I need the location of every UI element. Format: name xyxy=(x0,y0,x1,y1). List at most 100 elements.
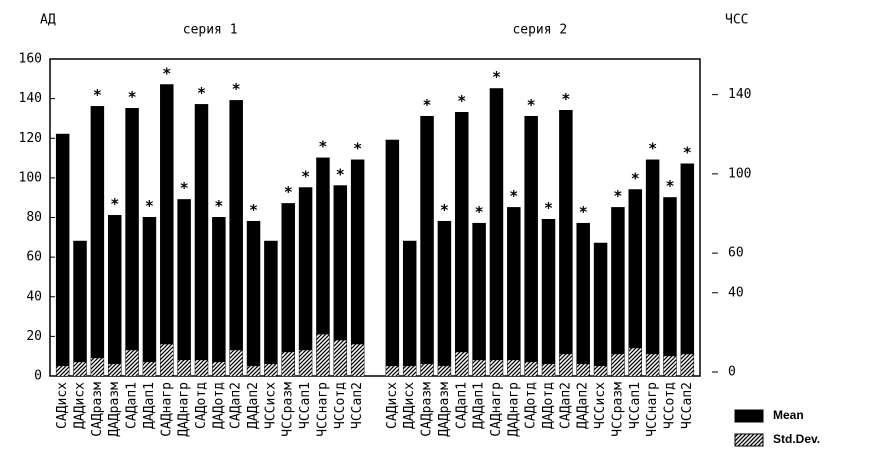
bar xyxy=(194,104,209,377)
x-tick-label: ЧССразм xyxy=(281,382,296,437)
bar xyxy=(420,115,434,377)
y-tick-label: 120 xyxy=(19,131,42,146)
bar xyxy=(593,242,608,377)
bar xyxy=(628,189,643,377)
significance-marker: * xyxy=(197,84,206,102)
bar xyxy=(611,354,625,376)
y-tick-label: 140 xyxy=(19,91,42,106)
bar xyxy=(298,187,313,377)
significance-marker: * xyxy=(318,138,327,156)
y-tick-label: 80 xyxy=(26,210,42,225)
bar xyxy=(403,366,416,376)
x-tick-label: САДнагр xyxy=(489,382,504,437)
x-tick-label: САДотд xyxy=(194,382,209,429)
x-tick-label: ДАДисх xyxy=(73,382,88,429)
y2-tick-label: 60 xyxy=(728,246,744,261)
bar xyxy=(455,352,469,376)
legend-swatch xyxy=(734,433,764,447)
bar xyxy=(611,207,625,377)
bar xyxy=(680,163,695,377)
bar xyxy=(107,215,122,377)
bar xyxy=(281,203,295,377)
y-tick-label: 100 xyxy=(19,170,42,185)
x-tick-label: САДисх xyxy=(55,382,70,429)
bar xyxy=(472,222,486,377)
x-tick-label: САДнагр xyxy=(159,382,174,437)
bar xyxy=(177,360,191,376)
bar xyxy=(576,364,590,376)
significance-marker: * xyxy=(214,197,223,215)
x-tick-label: ДАДап2 xyxy=(246,382,261,429)
bar xyxy=(420,364,434,376)
x-tick-label: ДАДразм xyxy=(437,382,452,437)
bar xyxy=(334,340,347,376)
bar xyxy=(73,240,87,377)
significance-marker: * xyxy=(145,197,154,215)
bar xyxy=(90,106,105,377)
significance-marker: * xyxy=(544,199,553,217)
significance-marker: * xyxy=(232,80,241,98)
bar xyxy=(645,159,660,377)
bar xyxy=(264,240,278,377)
x-tick-label: ЧССисх xyxy=(593,382,608,429)
bar xyxy=(246,220,261,377)
significance-marker: * xyxy=(423,96,432,114)
y2-tick-label: 0 xyxy=(728,365,736,380)
bar xyxy=(55,133,70,377)
x-tick-label: САДразм xyxy=(420,382,435,437)
bar xyxy=(91,358,104,376)
x-tick-label: ДАДисх xyxy=(402,382,417,429)
x-tick-label: ЧССап1 xyxy=(628,382,643,429)
y-tick-label: 60 xyxy=(26,250,42,265)
bar xyxy=(490,360,503,376)
significance-marker: * xyxy=(631,169,640,187)
bar xyxy=(559,110,573,377)
bar xyxy=(73,362,87,376)
x-tick-label: ЧССотд xyxy=(333,382,348,429)
bar xyxy=(646,354,659,376)
significance-marker: * xyxy=(648,140,657,158)
significance-marker: * xyxy=(665,177,674,195)
legend-label: Mean xyxy=(773,408,804,422)
bar xyxy=(663,197,677,377)
significance-marker: * xyxy=(561,90,570,108)
bar xyxy=(663,356,677,376)
legend-label: Std.Dev. xyxy=(773,432,820,446)
x-tick-label: ЧССотд xyxy=(662,382,677,429)
bar xyxy=(177,199,191,377)
bar xyxy=(212,362,226,376)
significance-marker: * xyxy=(492,68,501,86)
significance-marker: * xyxy=(475,203,484,221)
significance-marker: * xyxy=(284,183,293,201)
bar xyxy=(212,217,226,377)
x-tick-label: ЧССап1 xyxy=(298,382,313,429)
bar xyxy=(56,366,69,376)
bar xyxy=(160,84,174,377)
bar xyxy=(437,220,452,377)
significance-marker: * xyxy=(579,203,588,221)
significance-marker: * xyxy=(128,88,137,106)
bar xyxy=(350,159,365,377)
x-tick-label: ДАДнагр xyxy=(177,382,192,437)
x-tick-label: ДАДап2 xyxy=(576,382,591,429)
bar xyxy=(559,354,573,376)
significance-marker: * xyxy=(613,187,622,205)
bar xyxy=(524,362,538,376)
bar xyxy=(507,207,521,377)
y-tick-label: 0 xyxy=(34,369,42,384)
significance-marker: * xyxy=(683,144,692,162)
x-tick-label: САДап1 xyxy=(454,382,469,429)
significance-marker: * xyxy=(301,167,310,185)
bar xyxy=(264,364,278,376)
legend-swatch xyxy=(734,409,764,423)
significance-marker: * xyxy=(440,201,449,219)
x-tick-label: ДАДразм xyxy=(107,382,122,437)
bar xyxy=(299,350,312,376)
x-tick-label: САДап2 xyxy=(229,382,244,429)
x-tick-label: ЧССразм xyxy=(610,382,625,437)
bar xyxy=(247,366,260,376)
group-label: серия 2 xyxy=(512,23,567,38)
significance-marker: * xyxy=(457,92,466,110)
bar xyxy=(281,352,295,376)
